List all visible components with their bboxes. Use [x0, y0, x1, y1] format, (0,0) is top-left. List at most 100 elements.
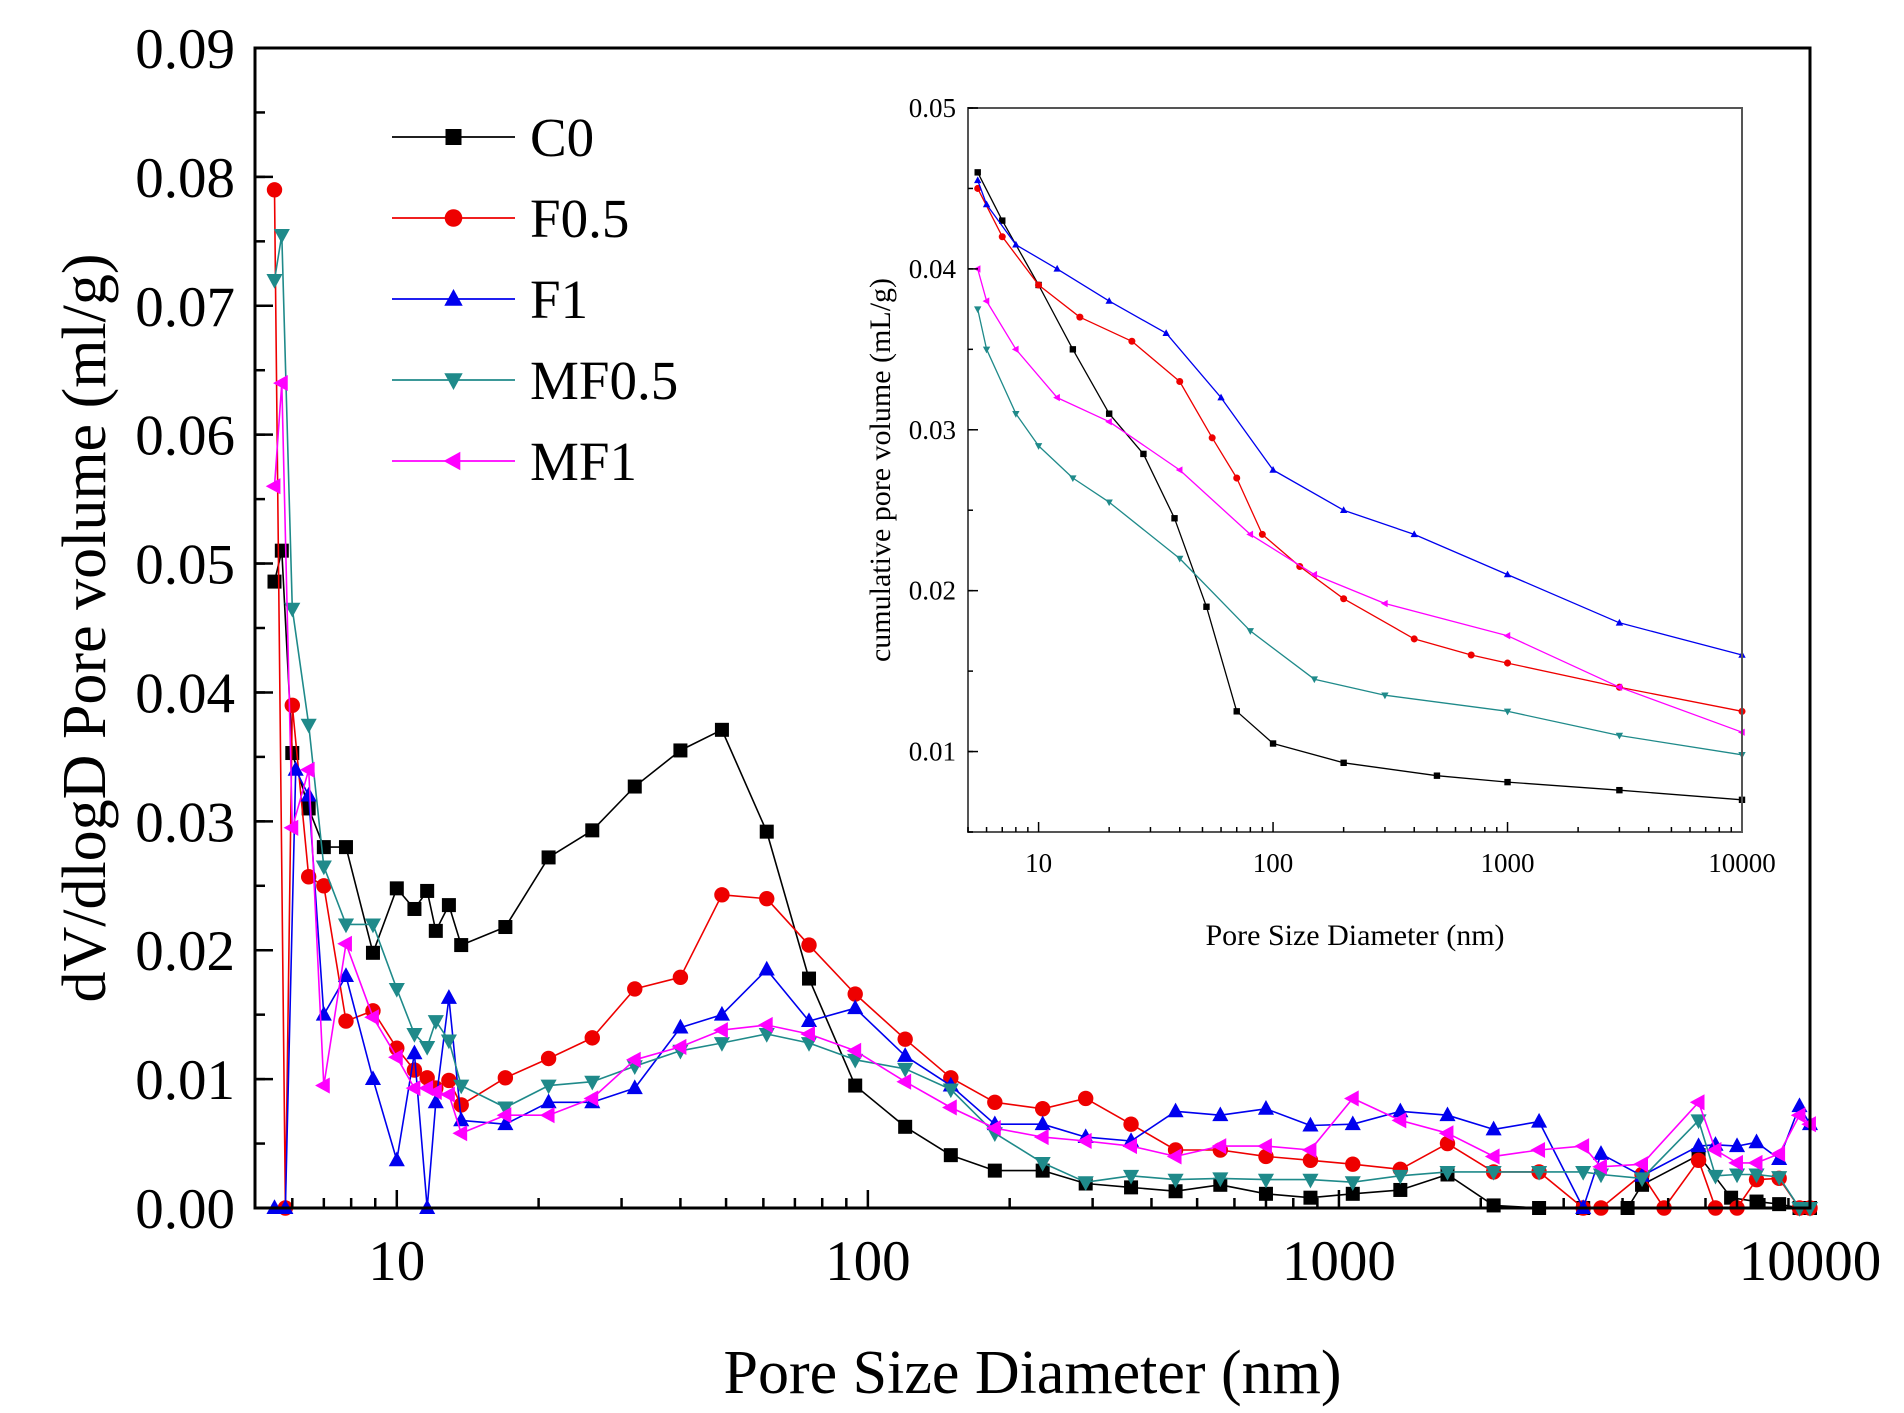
main-point-mf0-5-9: [419, 1040, 436, 1056]
inset-x-tick-label: 100: [1253, 848, 1294, 878]
inset-point-f0-5-13: [1504, 659, 1512, 667]
main-point-f1-31: [1302, 1116, 1319, 1132]
main-point-f0-5-24: [987, 1094, 1003, 1111]
main-point-mf1-5: [337, 935, 352, 952]
main-point-mf1-23: [942, 1099, 957, 1116]
inset-point-c0-0: [974, 169, 981, 176]
main-point-mf1-17: [671, 1038, 687, 1055]
inset-y-tick-label: 0.02: [909, 576, 956, 606]
main-point-f0-5-27: [1123, 1116, 1139, 1132]
main-point-c0-23: [943, 1148, 958, 1163]
legend-marker-c0: [445, 129, 462, 145]
inset-point-mf0-5-6: [1176, 555, 1184, 563]
inset-y-tick-label: 0.05: [909, 93, 956, 123]
main-point-mf1-34: [1438, 1125, 1454, 1142]
main-x-tick-label: 100: [825, 1230, 911, 1293]
main-point-f0-5-17: [672, 969, 689, 985]
main-point-c0-5: [338, 840, 353, 855]
main-point-f1-25: [1034, 1115, 1051, 1131]
main-point-mf1-37: [1574, 1138, 1590, 1155]
main-point-c0-9: [420, 883, 435, 898]
main-point-mf0-5-29: [1212, 1172, 1229, 1188]
legend-label-f0-5: F0.5: [530, 188, 629, 249]
main-point-f0-5-32: [1345, 1156, 1361, 1172]
main-point-f1-6: [364, 1070, 382, 1086]
main-point-mf0-5-26: [1077, 1176, 1094, 1191]
main-point-f1-17: [672, 1018, 689, 1034]
main-point-f1-22: [897, 1047, 914, 1062]
main-point-mf1-10: [427, 1083, 442, 1101]
main-point-mf1-43: [1747, 1154, 1763, 1171]
inset-point-f0-5-5: [1176, 377, 1184, 386]
main-point-c0-42: [1749, 1194, 1764, 1209]
main-point-mf1-38: [1592, 1158, 1607, 1175]
inset-point-mf0-5-1: [982, 346, 991, 354]
inset-point-c0-8: [1233, 708, 1240, 715]
inset-point-mf0-5-3: [1034, 443, 1043, 450]
main-point-mf1-22: [896, 1073, 912, 1090]
main-point-f0-5-4: [316, 878, 332, 894]
main-y-tick-label: 0.03: [135, 791, 235, 854]
inset-point-f0-5-10: [1340, 595, 1348, 603]
main-point-f0-5-20: [801, 937, 817, 953]
main-y-tick-label: 0.01: [135, 1049, 235, 1112]
main-point-c0-1: [274, 543, 289, 558]
main-y-tick-label: 0.06: [135, 405, 235, 468]
main-point-mf0-5-13: [497, 1101, 514, 1117]
inset-point-c0-6: [1171, 515, 1178, 522]
main-point-mf1-2: [283, 819, 299, 836]
inset-point-mf1-3: [1053, 393, 1060, 402]
main-point-mf1-25: [1033, 1129, 1049, 1146]
main-series-layer: [265, 182, 1819, 1217]
main-point-c0-33: [1393, 1182, 1408, 1197]
main-point-f0-5-11: [441, 1072, 457, 1089]
main-point-f1-4: [315, 1005, 332, 1021]
main-point-f0-5-41: [1690, 1152, 1707, 1169]
main-y-tick-label: 0.02: [135, 920, 235, 983]
inset-point-c0-4: [1105, 410, 1113, 417]
main-point-c0-16: [627, 779, 642, 794]
inset-y-tick-label: 0.01: [909, 737, 956, 767]
main-point-c0-24: [987, 1163, 1002, 1178]
main-point-mf1-3: [299, 761, 315, 778]
main-point-mf1-8: [405, 1080, 421, 1097]
main-point-mf0-5-7: [388, 982, 405, 998]
main-y-axis-label: dV/dlogD Pore volume (ml/g): [51, 253, 119, 1002]
legend-marker-mf0-5: [444, 373, 463, 390]
main-point-mf1-30: [1257, 1138, 1272, 1155]
main-point-c0-13: [498, 920, 513, 935]
main-point-mf1-11: [440, 1086, 455, 1103]
inset-point-mf0-5-7: [1246, 628, 1255, 635]
main-point-f0-5-13: [497, 1070, 514, 1086]
legend-item-f0-5: F0.5: [392, 188, 629, 249]
main-point-mf1-27: [1122, 1138, 1138, 1155]
main-point-mf1-44: [1770, 1145, 1786, 1162]
main-point-c0-18: [714, 722, 729, 737]
main-point-mf1-29: [1211, 1138, 1227, 1155]
main-point-f0-5-16: [627, 981, 643, 997]
main-point-f1-28: [1167, 1102, 1184, 1118]
main-point-f0-5-12: [453, 1097, 469, 1113]
legend-item-c0: C0: [392, 107, 594, 168]
main-point-mf0-5-11: [440, 1034, 457, 1050]
main-point-mf1-6: [364, 1009, 379, 1026]
inset-point-c0-10: [1340, 759, 1347, 767]
main-point-f1-43: [1748, 1133, 1765, 1149]
main-point-f1-30: [1257, 1100, 1275, 1115]
main-point-mf0-5-28: [1167, 1173, 1184, 1189]
main-point-f0-5-0: [266, 182, 283, 198]
inset-point-f1-11: [1615, 618, 1624, 626]
main-point-mf0-5-25: [1034, 1156, 1051, 1172]
inset-series-layer: [973, 169, 1746, 804]
inset-x-tick-label: 10000: [1708, 848, 1776, 878]
inset-background: [968, 108, 1742, 832]
inset-y-tick-label: 0.04: [909, 254, 957, 284]
main-series-line-f1: [274, 768, 1811, 1209]
main-point-f1-36: [1531, 1112, 1548, 1128]
main-point-mf1-26: [1076, 1132, 1092, 1150]
main-x-axis-label: Pore Size Diameter (nm): [723, 1339, 1341, 1407]
inset-point-c0-7: [1203, 603, 1210, 610]
main-point-mf0-5-3: [300, 718, 317, 734]
inset-point-f1-9: [1410, 530, 1418, 538]
main-point-mf1-28: [1166, 1148, 1182, 1165]
